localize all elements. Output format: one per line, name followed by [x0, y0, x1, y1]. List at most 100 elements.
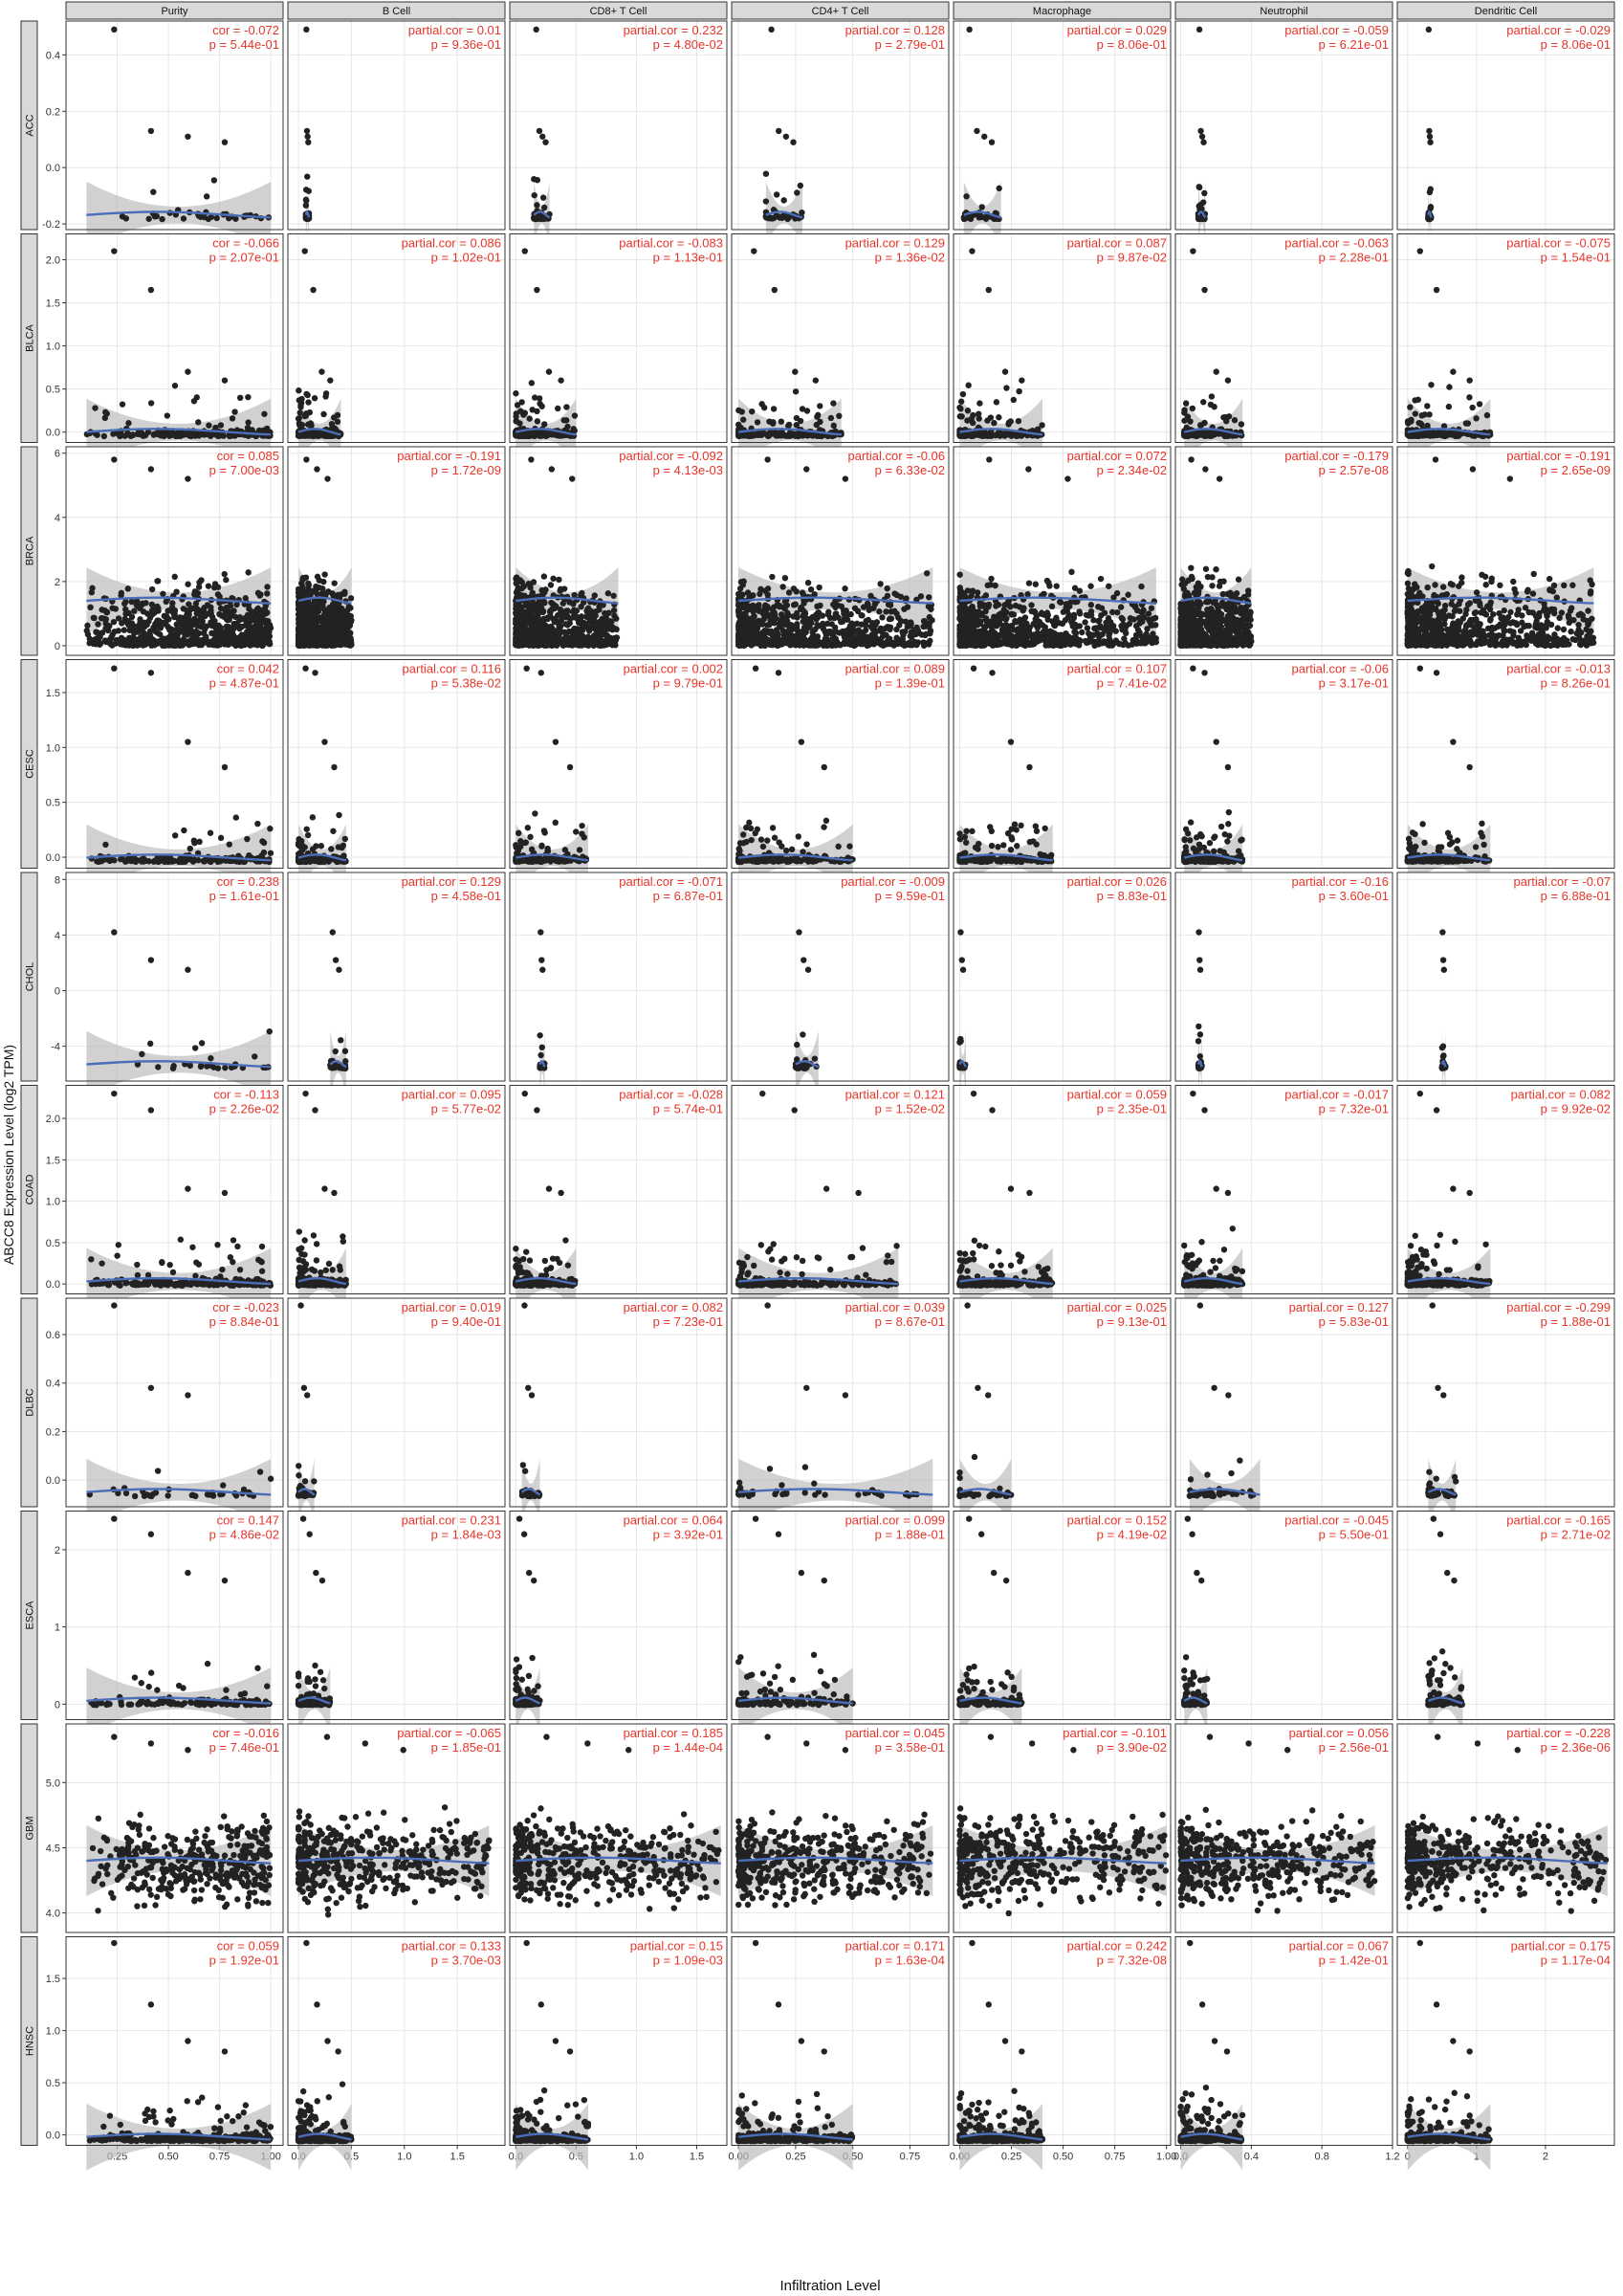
- x-tick-label: 1.5: [690, 2152, 704, 2163]
- data-point: [1213, 368, 1219, 375]
- data-point: [984, 431, 991, 438]
- panel-background: [732, 21, 949, 230]
- data-point: [528, 604, 536, 610]
- data-point: [907, 632, 913, 640]
- data-point: [528, 380, 536, 386]
- x-tick-label: 1.5: [450, 2152, 465, 2163]
- x-tick-label: 1.0: [397, 2152, 411, 2163]
- data-point: [563, 639, 571, 646]
- stat-p-value: p = 9.87e-02: [1097, 251, 1167, 265]
- data-point: [1466, 377, 1473, 384]
- data-point: [304, 133, 311, 140]
- column-strip-label: CD4+ T Cell: [812, 6, 869, 17]
- data-point: [1005, 421, 1012, 428]
- data-point: [245, 393, 252, 401]
- row-strip: [20, 20, 38, 231]
- y-tick-label: 6: [55, 449, 60, 460]
- data-point: [313, 583, 319, 590]
- data-point: [513, 413, 519, 420]
- data-point: [534, 286, 540, 294]
- data-point: [295, 634, 302, 642]
- data-point: [558, 377, 564, 384]
- data-point: [296, 415, 302, 422]
- data-point: [314, 573, 321, 581]
- data-point: [611, 626, 619, 632]
- data-point: [314, 466, 320, 473]
- data-point: [226, 615, 232, 622]
- data-point: [223, 576, 230, 584]
- data-point: [768, 26, 775, 33]
- data-point: [148, 585, 156, 593]
- data-point: [537, 400, 543, 408]
- data-point: [966, 26, 973, 33]
- stat-correlation: partial.cor = -0.083: [619, 236, 723, 251]
- stat-p-value: p = 4.80e-02: [653, 37, 723, 52]
- stat-p-value: p = 1.72e-09: [431, 463, 501, 477]
- data-point: [1483, 411, 1491, 419]
- data-point: [93, 629, 99, 635]
- data-point: [760, 404, 768, 411]
- data-point: [117, 432, 123, 440]
- panel-border: [65, 233, 284, 443]
- panel-background: [1175, 21, 1393, 230]
- data-point: [240, 634, 247, 642]
- data-point: [1222, 413, 1229, 421]
- column-strip-label: Purity: [161, 6, 188, 17]
- x-tick-label: 1.0: [629, 2152, 644, 2163]
- data-point: [1415, 419, 1422, 427]
- data-point: [334, 418, 341, 426]
- data-point: [320, 611, 328, 619]
- data-point: [254, 620, 261, 628]
- panel-border: [1396, 20, 1615, 231]
- data-point: [302, 187, 310, 193]
- data-point: [570, 601, 577, 607]
- x-tick-label: 0.75: [1105, 2152, 1125, 2163]
- data-point: [865, 616, 872, 624]
- x-tick-label: 1.00: [1156, 2152, 1176, 2163]
- data-point: [137, 616, 143, 623]
- data-point: [579, 589, 585, 597]
- data-point: [831, 614, 838, 622]
- data-point: [913, 624, 920, 631]
- data-point: [296, 617, 302, 625]
- data-point: [526, 610, 534, 618]
- stat-correlation: partial.cor = 0.128: [845, 23, 945, 37]
- panel-background: [288, 21, 505, 230]
- data-point: [545, 641, 552, 648]
- data-point: [1412, 410, 1419, 417]
- data-point: [1181, 407, 1188, 413]
- data-point: [1197, 422, 1205, 429]
- data-point: [799, 589, 806, 596]
- data-point: [529, 624, 536, 631]
- data-point: [763, 214, 770, 221]
- data-point: [976, 431, 984, 439]
- data-point: [547, 623, 555, 630]
- data-point: [169, 634, 177, 641]
- data-point: [111, 456, 118, 463]
- data-point: [517, 432, 525, 440]
- data-point: [186, 601, 192, 607]
- data-point: [143, 600, 149, 607]
- trend-line: [86, 210, 272, 219]
- data-point: [610, 592, 617, 599]
- data-point: [321, 571, 328, 578]
- data-point: [783, 432, 791, 439]
- stat-correlation: cor = -0.066: [212, 236, 279, 251]
- stat-correlation: cor = -0.072: [212, 23, 279, 37]
- data-point: [541, 599, 548, 607]
- data-point: [162, 642, 168, 650]
- data-point: [99, 607, 105, 613]
- data-point: [1466, 394, 1473, 401]
- data-point: [1445, 403, 1453, 410]
- data-point: [765, 432, 773, 439]
- data-point: [195, 584, 203, 590]
- data-point: [541, 421, 548, 428]
- data-point: [545, 614, 552, 621]
- y-tick-label: -0.2: [42, 219, 60, 231]
- data-point: [229, 415, 236, 422]
